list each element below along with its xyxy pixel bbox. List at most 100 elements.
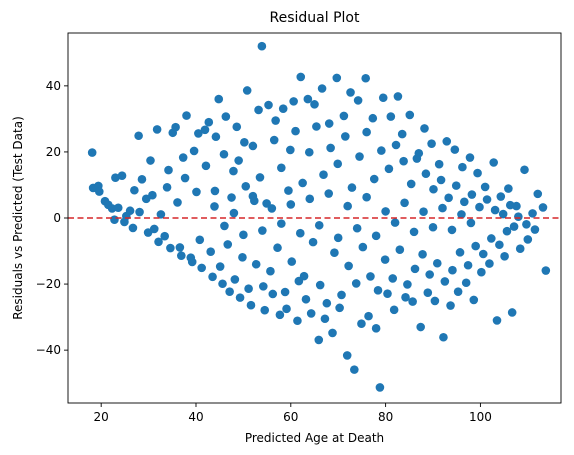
data-point bbox=[242, 86, 252, 95]
x-tick-label: 20 bbox=[94, 410, 109, 424]
data-point bbox=[317, 84, 327, 93]
data-point bbox=[350, 365, 359, 374]
data-point bbox=[492, 316, 502, 325]
data-point bbox=[446, 301, 455, 310]
data-point bbox=[239, 230, 248, 240]
data-point bbox=[223, 240, 233, 249]
data-point bbox=[352, 223, 362, 233]
data-point bbox=[135, 207, 144, 217]
data-point bbox=[362, 127, 371, 137]
data-point bbox=[342, 351, 352, 360]
data-point bbox=[346, 88, 355, 97]
data-point bbox=[195, 235, 205, 245]
data-point bbox=[489, 158, 498, 167]
data-point bbox=[229, 208, 239, 218]
data-point bbox=[514, 212, 523, 221]
data-point bbox=[322, 298, 332, 308]
data-point bbox=[434, 159, 444, 169]
data-point bbox=[362, 192, 371, 202]
data-point bbox=[164, 165, 173, 175]
data-point bbox=[538, 203, 548, 212]
data-point bbox=[269, 135, 279, 145]
data-point bbox=[339, 111, 349, 121]
data-point bbox=[389, 305, 399, 315]
data-point bbox=[111, 173, 120, 182]
data-point bbox=[450, 145, 460, 154]
data-point bbox=[287, 257, 297, 266]
data-point bbox=[277, 219, 286, 228]
data-point bbox=[310, 100, 319, 109]
data-point bbox=[259, 282, 268, 291]
data-point bbox=[120, 217, 129, 227]
data-point bbox=[152, 125, 162, 134]
data-point bbox=[432, 258, 442, 268]
data-point bbox=[448, 265, 457, 275]
data-point bbox=[458, 162, 467, 172]
x-axis: 20 40 60 80 100 bbox=[94, 403, 492, 424]
data-point bbox=[192, 187, 201, 197]
data-point bbox=[234, 156, 243, 165]
data-point bbox=[416, 322, 425, 332]
data-point bbox=[421, 169, 431, 179]
data-point bbox=[268, 289, 278, 299]
data-point bbox=[400, 198, 409, 208]
data-point bbox=[439, 332, 448, 342]
data-point bbox=[368, 113, 378, 123]
data-point bbox=[504, 184, 513, 193]
data-point bbox=[230, 275, 240, 284]
data-point bbox=[289, 97, 298, 106]
data-point bbox=[324, 189, 334, 198]
data-point bbox=[221, 112, 231, 121]
data-point bbox=[353, 96, 363, 105]
data-point bbox=[278, 104, 288, 113]
data-point bbox=[177, 251, 186, 260]
data-point bbox=[406, 179, 416, 189]
data-point bbox=[502, 226, 512, 236]
data-point bbox=[375, 383, 385, 392]
data-point bbox=[414, 148, 424, 158]
data-point bbox=[130, 185, 139, 195]
data-point bbox=[409, 227, 419, 237]
data-point bbox=[296, 72, 306, 82]
data-point bbox=[440, 277, 450, 286]
data-point bbox=[315, 280, 325, 290]
data-point bbox=[490, 205, 500, 215]
data-point bbox=[425, 270, 434, 279]
data-point bbox=[344, 261, 353, 271]
data-point bbox=[369, 174, 379, 184]
data-point bbox=[505, 200, 515, 210]
x-tick-label: 100 bbox=[469, 410, 492, 424]
x-axis-title: Predicted Age at Death bbox=[245, 431, 384, 445]
data-point bbox=[257, 41, 267, 51]
data-point bbox=[208, 272, 217, 282]
data-point bbox=[364, 311, 373, 321]
data-point bbox=[210, 186, 220, 196]
data-point bbox=[451, 181, 461, 190]
data-point bbox=[210, 202, 219, 211]
data-point bbox=[381, 207, 390, 216]
data-point bbox=[251, 259, 261, 269]
data-point bbox=[219, 149, 229, 159]
data-point bbox=[397, 129, 407, 139]
data-point bbox=[473, 168, 482, 178]
data-point bbox=[232, 122, 242, 132]
data-point bbox=[160, 231, 169, 241]
data-point bbox=[428, 222, 438, 232]
data-point bbox=[361, 73, 371, 83]
data-point bbox=[215, 262, 225, 271]
data-point bbox=[324, 119, 334, 128]
data-point bbox=[200, 125, 210, 135]
data-point bbox=[523, 235, 533, 244]
data-point bbox=[305, 194, 315, 204]
data-point bbox=[467, 190, 477, 199]
data-point bbox=[343, 201, 352, 211]
data-point bbox=[220, 221, 229, 231]
data-point bbox=[477, 267, 486, 277]
data-point bbox=[314, 335, 324, 345]
data-point bbox=[427, 139, 436, 148]
data-point bbox=[294, 276, 304, 286]
data-point bbox=[463, 260, 473, 270]
data-point bbox=[333, 159, 343, 169]
